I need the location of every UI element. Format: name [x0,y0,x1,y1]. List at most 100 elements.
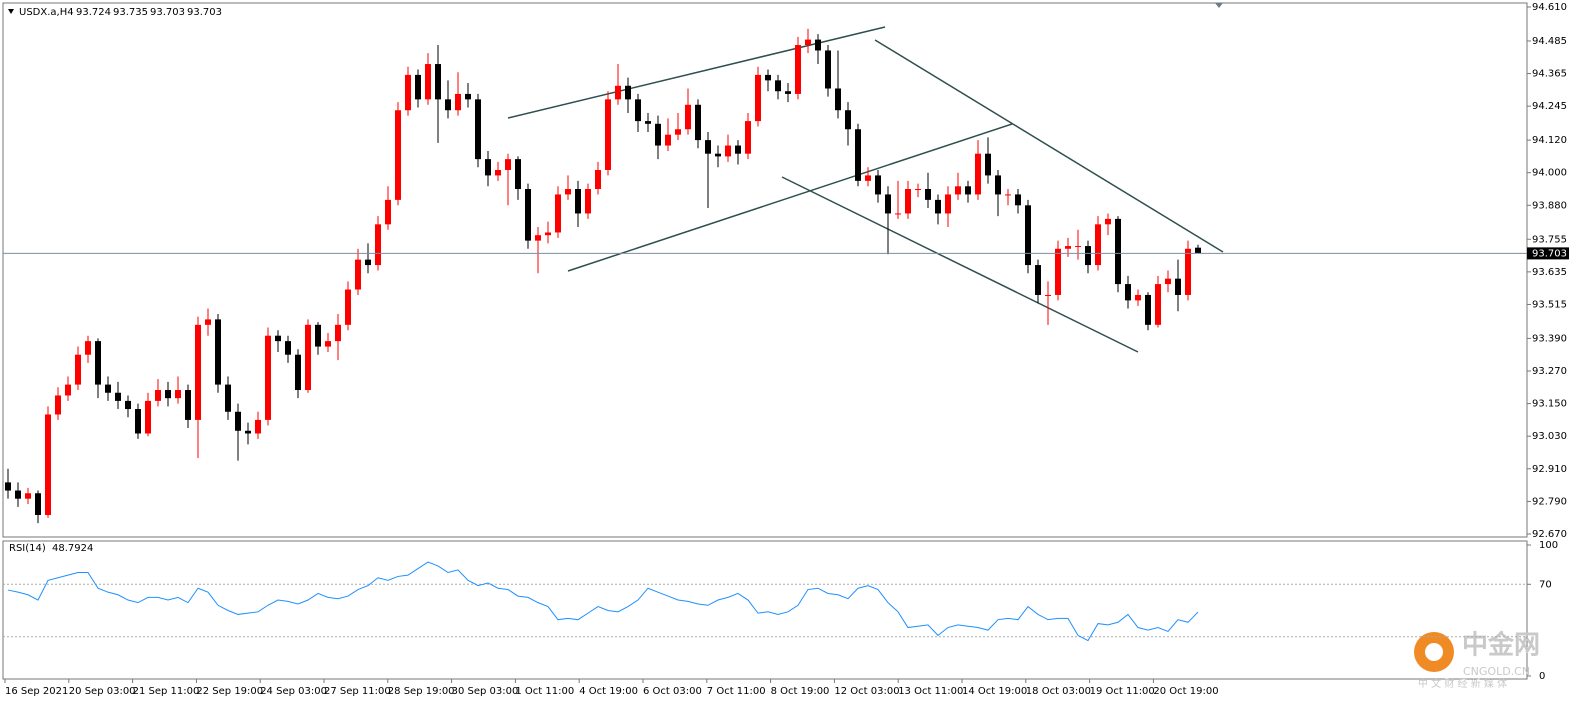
y-tick-label: 93.150 [1532,399,1567,410]
candle-body [805,39,811,46]
symbol: USDX.a,H4 [19,7,74,18]
shift-marker [1215,3,1223,8]
candle-body [995,175,1001,195]
candle-body [1175,278,1181,295]
candle-body [455,93,461,111]
candle-body [565,189,571,195]
candle-body [835,88,841,111]
rsi-panel [2,540,1528,680]
y-tick-label: 94.120 [1532,135,1567,146]
candle-body [65,384,71,396]
candle-body [345,289,351,325]
x-tick-label: 30 Sep 03:00 [452,686,519,697]
candle-body [545,232,551,236]
candle-body [405,74,411,111]
candle-body [655,123,661,146]
candle-body [675,129,681,135]
candle-body [55,395,61,415]
candle-body [945,194,951,214]
candle-body [765,74,771,81]
candle-body [325,341,331,347]
candle-body [525,189,531,241]
candle-body [915,189,921,191]
candle-body [275,335,281,342]
y-tick-label: 93.270 [1532,366,1567,377]
candle-body [1115,218,1121,285]
current-price-label: 93.703 [1532,248,1567,259]
candle-body [825,50,831,89]
x-tick-label: 6 Oct 03:00 [643,686,702,697]
candle-body [665,134,671,146]
y-tick-label: 93.755 [1532,234,1567,245]
candle-body [555,194,561,233]
y-tick-label: 92.670 [1532,529,1567,540]
candle-body [975,153,981,195]
candle-body [685,104,691,130]
y-tick-label: 93.515 [1532,299,1567,310]
candle-body [1075,246,1081,248]
candle-body [1145,294,1151,325]
candle-body [695,104,701,141]
candle-body [755,74,761,122]
trend-line [507,26,886,119]
candle-body [1035,265,1041,295]
x-tick-label: 13 Oct 11:00 [898,686,963,697]
candle-body [355,259,361,290]
candle-body [245,430,251,434]
y-tick-label: 93.030 [1532,431,1567,442]
current-price-box [1527,247,1569,260]
x-tick-label: 14 Oct 19:00 [962,686,1027,697]
rsi-y-tick-label: 0 [1539,671,1545,682]
x-tick-label: 4 Oct 19:00 [579,686,638,697]
candle-body [1085,246,1091,266]
x-tick-label: 24 Sep 03:00 [260,686,327,697]
y-tick-label: 94.000 [1532,168,1567,179]
candle-body [1045,294,1051,296]
trend-lines [507,26,1224,353]
x-tick-label: 22 Sep 19:00 [196,686,263,697]
x-tick-label: 1 Oct 11:00 [515,686,574,697]
candle-body [775,80,781,92]
candle-body [295,354,301,391]
candle-body [585,189,591,214]
candle-body [165,390,171,399]
candle-body [865,175,871,181]
candle-body [785,91,791,94]
x-tick-label: 19 Oct 11:00 [1090,686,1155,697]
x-tick-label: 21 Sep 11:00 [133,686,200,697]
candle-body [1135,294,1141,301]
candle-body [1005,194,1011,196]
rsi-line [7,561,1199,642]
candle-body [505,159,511,170]
candle-body [45,414,51,515]
candle-body [255,419,261,434]
candle-body [155,390,161,401]
x-tick-label: 8 Oct 19:00 [771,686,830,697]
candle-body [795,45,801,94]
y-tick-label: 93.390 [1532,333,1567,344]
close-value: 93.703 [187,7,222,18]
trend-line [567,123,1013,272]
candle-body [965,186,971,195]
candle-body [905,189,911,214]
x-tick-label: 12 Oct 03:00 [834,686,899,697]
candle-body [535,235,541,241]
candle-body [195,324,201,420]
candle-body [1065,246,1071,249]
candle-body [885,194,891,214]
y-tick-label: 93.880 [1532,200,1567,211]
candle-body [855,129,861,181]
candle-body [1155,284,1161,325]
menu-arrow [8,9,14,14]
x-tick-label: 20 Sep 03:00 [69,686,136,697]
y-tick-label: 94.245 [1532,101,1567,112]
candle-body [105,384,111,393]
candle-body [925,189,931,200]
candle-body [1165,278,1171,285]
x-tick-label: 27 Sep 11:00 [324,686,391,697]
candle-body [145,400,151,434]
candle-body [615,85,621,100]
candle-body [425,64,431,100]
candle-body [845,110,851,130]
rsi-y-tick-label: 100 [1539,540,1558,551]
